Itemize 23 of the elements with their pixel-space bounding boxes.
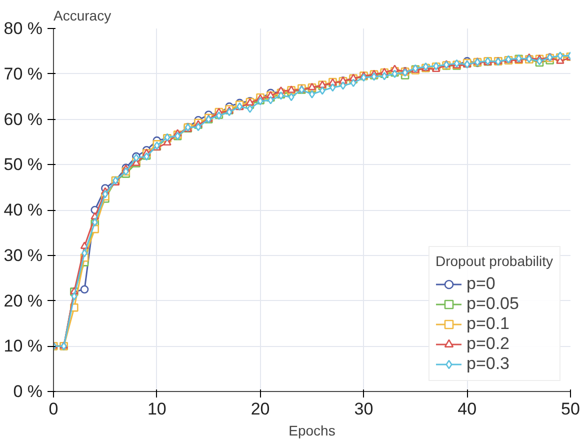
y-tick-label: 50 % [4,155,42,174]
x-tick-label: 0 [48,400,58,418]
y-tick-label: 80 % [4,19,42,38]
legend-label: p=0 [466,274,496,294]
x-tick-label: 10 [147,400,166,418]
y-tick-label: 30 % [4,246,42,265]
y-tick-label: 0 % [13,382,43,401]
x-tick-label: 30 [354,400,374,418]
legend-label: p=0.2 [466,334,510,354]
x-tick-label: 40 [458,400,477,418]
y-tick-label: 20 % [4,291,42,310]
y-tick-label: 60 % [4,110,42,129]
x-tick-label: 50 [561,400,580,418]
legend-label: p=0.3 [466,354,510,374]
y-tick-label: 40 % [4,200,42,220]
x-tick-label: 20 [250,400,270,418]
legend-label: p=0.1 [466,314,510,334]
y-axis-title: Accuracy [54,8,112,24]
y-tick-label: 70 % [4,64,42,84]
legend-title: Dropout probability [435,253,553,269]
y-tick-label: 10 % [4,336,42,356]
x-axis-title: Epochs [288,422,336,438]
legend-label: p=0.05 [466,294,519,314]
